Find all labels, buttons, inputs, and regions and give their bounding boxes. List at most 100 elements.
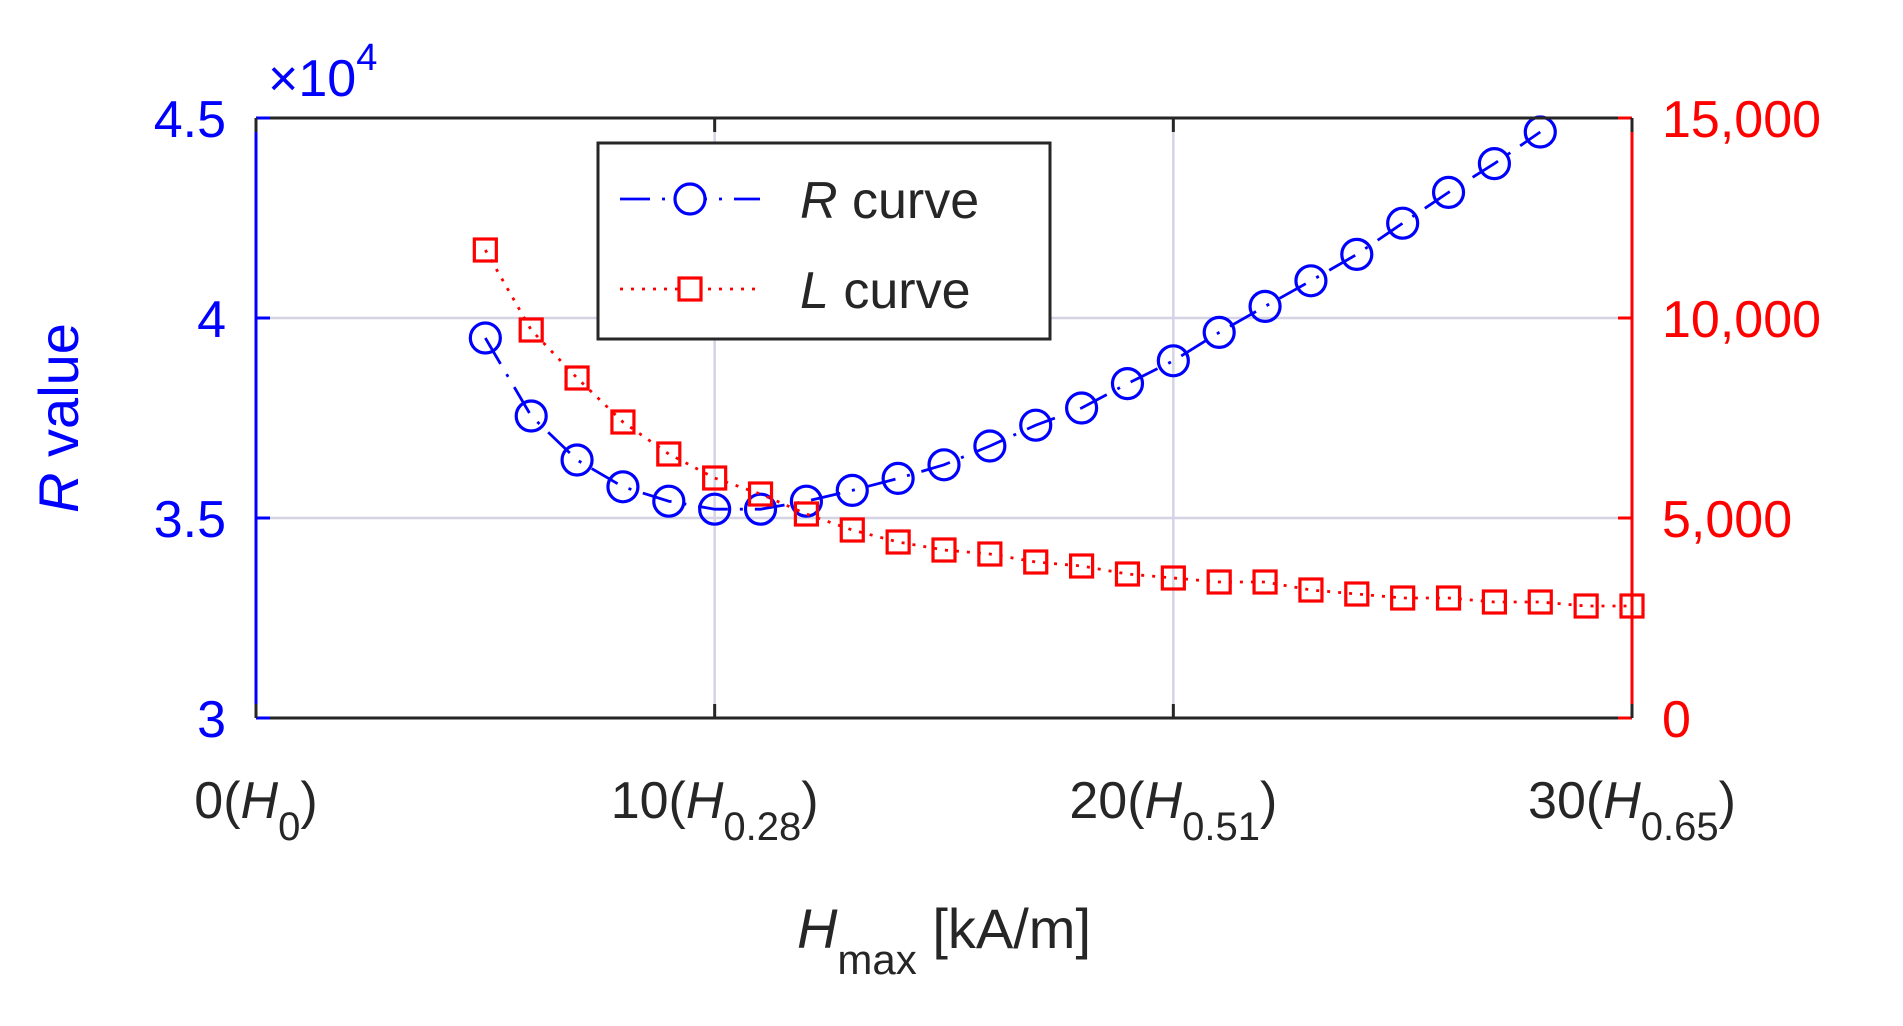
l-curve-point (1160, 565, 1186, 591)
r-curve-point (1386, 206, 1420, 240)
x-tick-close: ) (1260, 772, 1277, 830)
left-tick-label: 3.5 (154, 491, 226, 549)
right-tick-label: 15,000 (1662, 91, 1821, 149)
series-r-curve (468, 115, 1557, 526)
x-tick-subscript: 0.51 (1182, 805, 1260, 849)
x-axis-title: Hmax [kA/m] (797, 897, 1091, 983)
r-curve-point (468, 321, 502, 355)
l-curve-point (885, 529, 911, 555)
r-curve-point (927, 448, 961, 482)
legend-l-italic: L (800, 262, 829, 320)
x-tick-label: 0(H0) (194, 772, 317, 849)
multiplier-base: ×10 (268, 50, 356, 108)
x-tick-label: 10(H0.28) (611, 772, 819, 849)
series-l-curve (472, 237, 1645, 619)
x-tick-label: 30(H0.65) (1528, 772, 1736, 849)
r-curve-point (881, 461, 915, 495)
r-curve-point (1294, 264, 1328, 298)
y-title-italic: R (27, 472, 90, 512)
r-curve-point (1202, 315, 1236, 349)
l-curve-point (472, 237, 498, 263)
left-tick-label: 3 (197, 691, 226, 749)
r-curve-point (743, 492, 778, 526)
x-tick-subscript: 0.28 (723, 805, 801, 849)
right-tick-label: 0 (1662, 691, 1691, 749)
r-curve-point (1156, 344, 1190, 378)
l-curve-point (747, 481, 774, 507)
x-tick-close: ) (1719, 772, 1736, 830)
l-curve-point (1298, 577, 1324, 603)
x-title-italic: H (797, 897, 838, 960)
l-curve-point (1023, 549, 1049, 575)
r-curve-point (606, 470, 640, 504)
r-curve-point (973, 429, 1007, 463)
l-curve-point (1252, 569, 1278, 595)
legend-l-rest: curve (829, 262, 971, 320)
legend-r-rest: curve (838, 172, 980, 230)
l-curve-point (1435, 585, 1462, 611)
r-curve-point (1019, 408, 1053, 442)
l-curve-point (931, 537, 957, 563)
r-curve-point (1110, 367, 1145, 401)
legend-l-marker (677, 276, 703, 302)
r-curve-point (835, 473, 869, 507)
l-curve-point (1114, 561, 1141, 587)
right-tick-label: 5,000 (1662, 491, 1792, 549)
l-curve-point (1481, 589, 1508, 615)
x-tick-main: 10( (611, 772, 687, 830)
legend-r-italic: R (800, 172, 838, 230)
x-tick-main: 20( (1069, 772, 1145, 830)
x-tick-italic: H (1145, 772, 1183, 830)
r-curve-point (560, 443, 594, 477)
r-curve-point (698, 492, 732, 526)
l-curve-point (839, 517, 865, 543)
r-curve-point (1477, 147, 1512, 181)
r-curve-point (1340, 237, 1374, 271)
l-curve-line (484, 249, 1632, 608)
x-tick-close: ) (801, 772, 818, 830)
r-curve-point (652, 484, 686, 518)
l-curve-point (1206, 569, 1232, 595)
x-tick-italic: H (1603, 772, 1641, 830)
x-tick-close: ) (300, 772, 317, 830)
l-curve-point (977, 541, 1003, 567)
left-tick-label: 4.5 (154, 91, 226, 149)
l-curve-point (656, 441, 682, 467)
x-tick-main: 0( (194, 772, 241, 830)
r-curve-point (1064, 391, 1099, 425)
l-curve-point (702, 465, 728, 491)
x-tick-italic: H (241, 772, 279, 830)
legend-box (596, 141, 1052, 341)
x-title-subscript: max (837, 936, 916, 983)
l-curve-point (1344, 581, 1370, 607)
l-curve-point (518, 317, 544, 343)
legend-r-label: R curve (800, 172, 979, 230)
l-curve-point (610, 409, 636, 435)
x-tick-main: 30( (1528, 772, 1604, 830)
l-curve-point (1068, 553, 1095, 579)
l-curve-point (564, 365, 590, 391)
legend-r-marker (673, 182, 707, 216)
r-curve-line (484, 130, 1542, 511)
multiplier-exponent: 4 (356, 37, 377, 79)
r-curve-point (1248, 289, 1282, 323)
r-curve-point (1431, 175, 1466, 209)
l-curve-point (793, 501, 820, 527)
y-title-rest: value (27, 323, 90, 472)
legend-l-label: L curve (800, 262, 971, 320)
x-tick-italic: H (686, 772, 724, 830)
plot-axes (254, 116, 1634, 720)
x-title-rest: [kA/m] (917, 897, 1091, 960)
y-axis-title: R value (27, 323, 90, 513)
right-tick-label: 10,000 (1662, 291, 1821, 349)
l-curve-point (1573, 593, 1599, 619)
l-curve-point (1527, 589, 1553, 615)
x-tick-subscript: 0.65 (1641, 805, 1719, 849)
x-tick-subscript: 0 (278, 805, 300, 849)
left-tick-label: 4 (197, 291, 226, 349)
left-axis-multiplier: ×104 (268, 37, 377, 108)
r-curve-point (514, 399, 548, 433)
